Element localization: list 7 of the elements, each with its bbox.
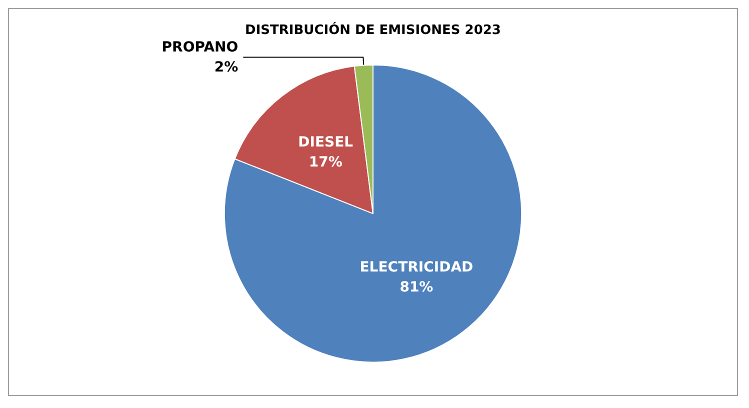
data-label: 2% <box>214 59 238 76</box>
chart-title: DISTRIBUCIÓN DE EMISIONES 2023 <box>245 21 501 38</box>
slice-label: DIESEL <box>298 134 354 150</box>
slice-label: ELECTRICIDAD <box>360 260 474 276</box>
slice-label: PROPANO <box>162 39 238 56</box>
data-label: 81% <box>400 280 434 296</box>
data-label: 17% <box>308 154 342 170</box>
